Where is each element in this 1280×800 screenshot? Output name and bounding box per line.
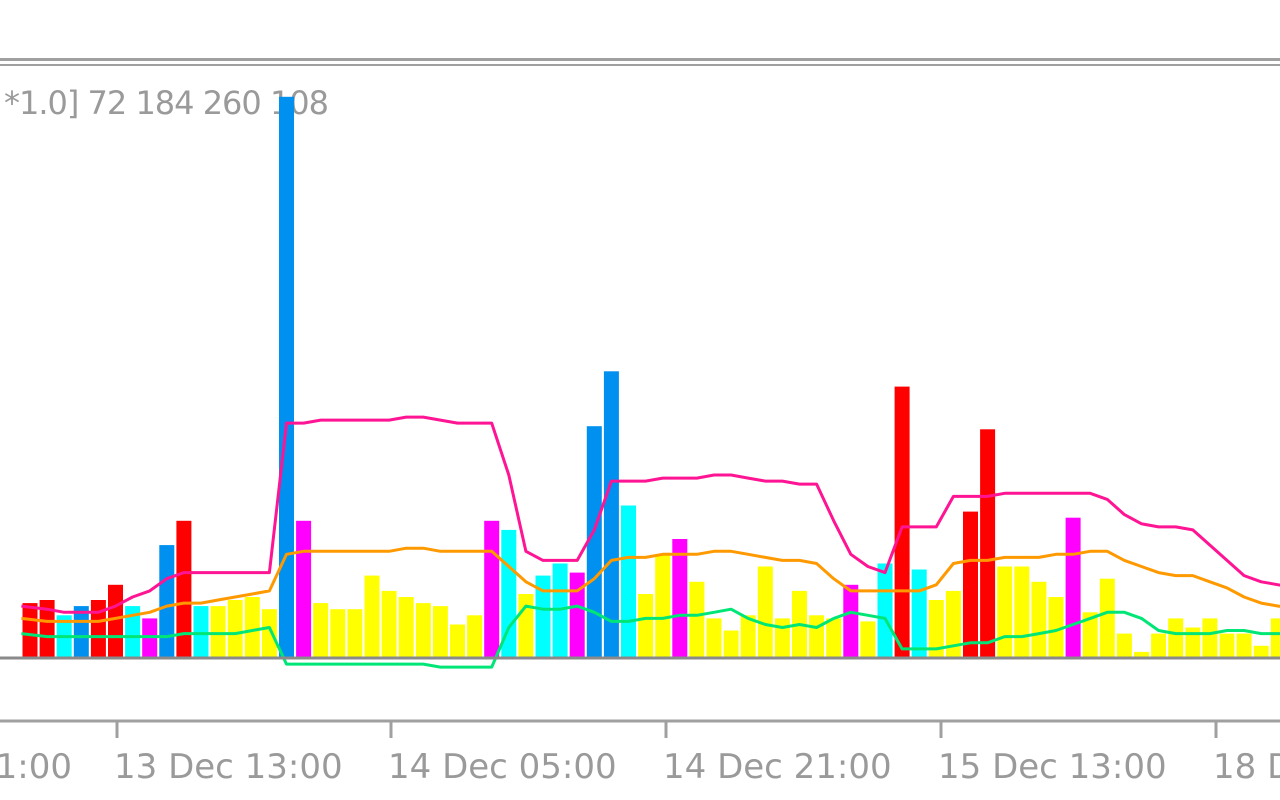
volume-bar [125, 606, 141, 658]
volume-bar [227, 600, 243, 658]
volume-bar [757, 566, 773, 658]
volume-bar [313, 603, 329, 658]
bars-group [22, 96, 1280, 659]
volume-bar [1116, 633, 1132, 658]
x-tick-label: 15 Dec 13:00 [938, 747, 1167, 787]
volume-bar [826, 618, 842, 658]
volume-bar [774, 618, 790, 658]
volume-bar [432, 606, 448, 658]
volume-bar [415, 603, 431, 658]
volume-bar [980, 429, 996, 659]
volume-bar [1168, 618, 1184, 658]
volume-bar [860, 621, 876, 658]
volume-bar [1031, 581, 1047, 659]
volume-bar [22, 603, 38, 658]
volume-bar [603, 371, 619, 658]
volume-bar [1151, 633, 1167, 658]
volume-bar [552, 563, 568, 658]
volume-bar [1185, 627, 1201, 658]
volume-bar [142, 618, 158, 658]
volume-bar [621, 505, 636, 658]
volume-bar [706, 618, 722, 658]
indicator-label: *1.0] 72 184 260 108 [4, 84, 329, 122]
volume-bar [279, 96, 294, 659]
moving-average-line-1 [21, 415, 1280, 614]
volume-bar [997, 566, 1013, 658]
volume-bar [740, 615, 756, 658]
volume-bar [518, 594, 534, 658]
volume-bar [1014, 566, 1030, 658]
volume-bar [569, 572, 585, 658]
volume-bar [1253, 645, 1269, 658]
volume-bar [90, 600, 106, 658]
volume-bar [945, 590, 961, 658]
volume-bar [193, 606, 209, 658]
volume-bar [877, 563, 893, 658]
volume-bar [1134, 651, 1149, 658]
volume-bar [963, 511, 978, 658]
volume-bar [381, 590, 397, 658]
x-tick-label: 18 De [1213, 747, 1280, 787]
volume-bar [689, 581, 705, 659]
volume-bar [210, 606, 226, 658]
x-tick-label: 1:00 [0, 747, 72, 787]
volume-bar [1065, 517, 1081, 658]
x-tick-label: 13 Dec 13:00 [114, 747, 343, 787]
volume-bar [108, 584, 123, 658]
volume-bar [1202, 618, 1218, 658]
volume-bar [1099, 578, 1115, 658]
x-tick-label: 14 Dec 21:00 [663, 747, 892, 787]
volume-bar [73, 606, 89, 658]
lines-group [21, 415, 1280, 669]
volume-bar [723, 630, 739, 658]
volume-bar [1082, 612, 1098, 659]
volume-bar [176, 520, 192, 659]
volume-bar [484, 520, 500, 659]
volume-bar [296, 520, 312, 659]
volume-bar [261, 609, 277, 658]
volume-bar [39, 600, 55, 658]
moving-average-line-3 [21, 604, 1280, 669]
volume-bar [398, 597, 414, 658]
volume-bar [1219, 633, 1235, 658]
volume-bar [911, 569, 927, 658]
moving-average-line-2 [21, 546, 1280, 623]
volume-bar [330, 609, 346, 658]
volume-bar [1270, 618, 1280, 658]
top-border-line-inner [0, 64, 1280, 66]
volume-bar [928, 600, 944, 658]
volume-bar [450, 624, 465, 658]
volume-bar [638, 594, 654, 658]
volume-bar [244, 597, 260, 658]
volume-bar [347, 609, 363, 658]
volume-bar [159, 545, 175, 658]
volume-bar [586, 426, 602, 658]
time-axis: 1:00 13 Dec 13:00 14 Dec 05:00 14 Dec 21:00… [0, 722, 1280, 787]
volume-bar [843, 584, 859, 658]
volume-bar [467, 615, 483, 658]
volume-bar [1048, 597, 1064, 658]
volume-bar [672, 539, 688, 658]
volume-bar [655, 554, 671, 658]
volume-bar [364, 575, 380, 658]
volume-bar [809, 615, 825, 658]
x-tick-label: 14 Dec 05:00 [388, 747, 617, 787]
top-border-line [0, 58, 1280, 61]
volume-bar [535, 575, 551, 658]
volume-bar [1236, 633, 1252, 658]
volume-bar [894, 386, 910, 658]
